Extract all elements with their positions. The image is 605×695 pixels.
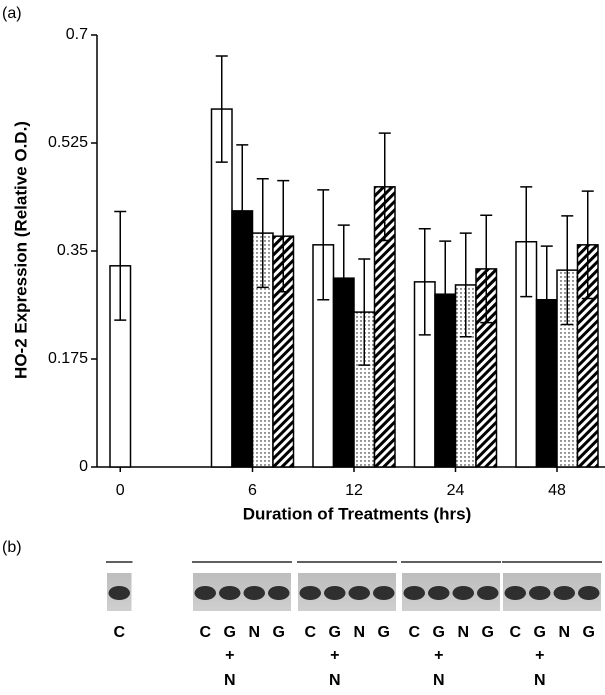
lane-label: C	[199, 624, 211, 641]
lane-label: G	[378, 624, 390, 641]
blot-band	[578, 586, 600, 600]
x-axis-label: Duration of Treatments (hrs)	[243, 504, 472, 523]
y-tick-label: 0.175	[48, 350, 88, 367]
lane-label: +	[330, 647, 339, 664]
x-tick-label: 24	[447, 482, 465, 499]
lane-label: G	[329, 624, 341, 641]
y-tick-label: 0.7	[66, 26, 88, 43]
error-bar	[215, 55, 228, 163]
error-bar	[236, 144, 249, 278]
blot-band	[219, 586, 241, 600]
lane-label: C	[304, 624, 316, 641]
blot-band	[428, 586, 450, 600]
y-tick-label: 0.35	[57, 242, 88, 259]
lane-label: G	[433, 624, 445, 641]
lane-label: N	[433, 672, 445, 689]
blot-band	[194, 586, 216, 600]
lane-label: +	[434, 647, 443, 664]
lane-label: N	[329, 672, 341, 689]
lane-label: G	[583, 624, 595, 641]
lane-label: C	[408, 624, 420, 641]
x-tick-label: 6	[248, 482, 257, 499]
x-tick-label: 0	[116, 482, 125, 499]
blot-band	[504, 586, 526, 600]
lane-label: N	[558, 624, 570, 641]
blot-band	[452, 586, 474, 600]
lane-label: N	[353, 624, 365, 641]
lane-label: C	[509, 624, 521, 641]
blot-band	[348, 586, 370, 600]
lane-label: G	[273, 624, 285, 641]
blot-band	[477, 586, 499, 600]
error-bar	[277, 179, 290, 293]
blot-band	[108, 586, 130, 600]
blot-band	[243, 586, 265, 600]
lane-label: N	[457, 624, 469, 641]
error-bar	[439, 240, 452, 349]
lane-label: N	[224, 672, 236, 689]
x-tick-label: 48	[548, 482, 566, 499]
error-bar	[540, 245, 553, 355]
error-bar	[520, 186, 533, 298]
error-bar	[337, 224, 350, 332]
error-bar	[378, 132, 391, 242]
lane-label: G	[534, 624, 546, 641]
error-bar	[581, 190, 594, 300]
y-axis-label: HO-2 Expression (Relative O.D.)	[11, 121, 30, 379]
lane-label: C	[113, 624, 125, 641]
blot-band	[299, 586, 321, 600]
error-bar	[459, 232, 472, 338]
error-bar	[317, 189, 330, 301]
blot-band	[529, 586, 551, 600]
blot-band	[268, 586, 290, 600]
error-bar	[114, 210, 127, 321]
error-bar	[480, 214, 493, 324]
lane-label: N	[534, 672, 546, 689]
panel-label: (a)	[2, 5, 22, 22]
x-tick-label: 12	[345, 482, 363, 499]
blot-band	[373, 586, 395, 600]
error-bar	[256, 178, 269, 289]
lane-label: +	[225, 647, 234, 664]
lane-label: G	[482, 624, 494, 641]
lane-label: G	[224, 624, 236, 641]
blot-band	[553, 586, 575, 600]
y-tick-label: 0.525	[48, 134, 88, 151]
error-bar	[358, 258, 371, 366]
blot-band	[324, 586, 346, 600]
blot-band	[403, 586, 425, 600]
lane-label: N	[248, 624, 260, 641]
error-bar	[418, 228, 431, 336]
panel-label: (b)	[2, 539, 22, 556]
y-tick-label: 0	[79, 458, 88, 475]
error-bar	[561, 215, 574, 326]
lane-label: +	[535, 647, 544, 664]
